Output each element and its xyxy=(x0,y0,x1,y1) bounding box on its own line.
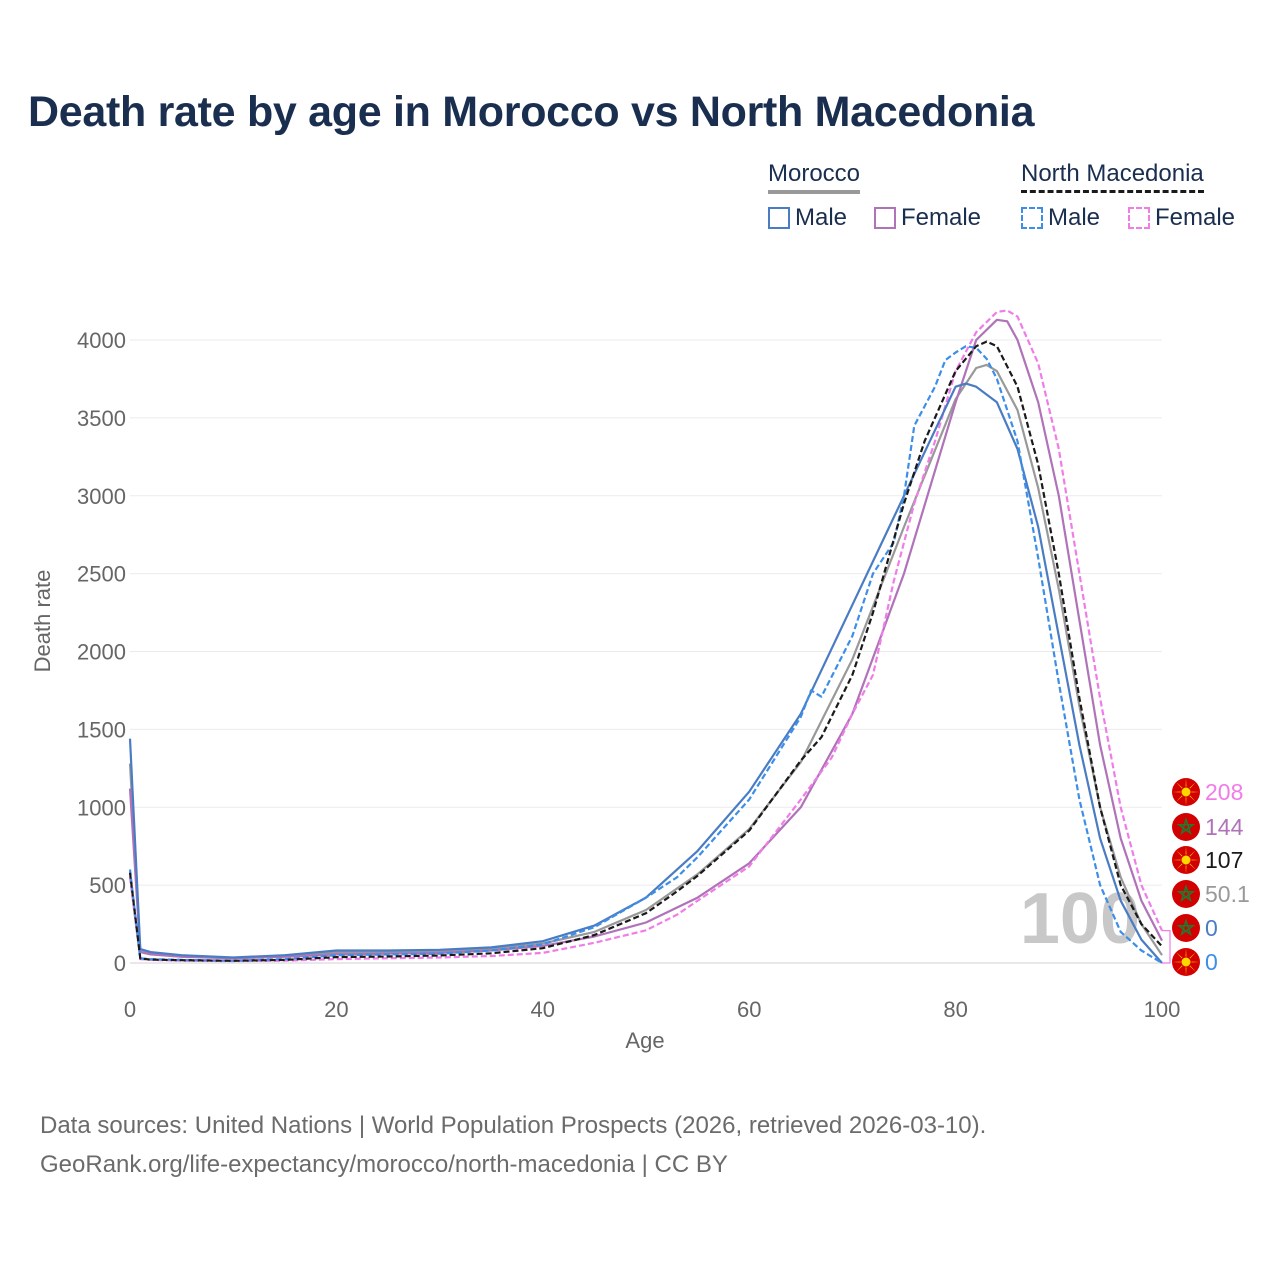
y-tick-label: 3000 xyxy=(77,484,126,509)
legend-item-nmk-female[interactable]: Female xyxy=(1128,204,1235,232)
end-label-morocco-male: 0 xyxy=(1205,915,1218,941)
footer: Data sources: United Nations | World Pop… xyxy=(40,1106,986,1184)
y-axis-label: Death rate xyxy=(30,570,55,673)
series-line-morocco-male xyxy=(128,382,1163,964)
series-line-nmk-male xyxy=(128,345,1163,964)
end-label-nmk-total: 107 xyxy=(1205,847,1243,873)
legend-morocco-rule xyxy=(768,190,861,194)
source-line: Data sources: United Nations | World Pop… xyxy=(40,1112,987,1139)
legend-group-morocco: Morocco xyxy=(768,160,861,194)
legend-item-label: Female xyxy=(1155,204,1236,231)
y-tick-label: 0 xyxy=(114,951,126,976)
north-macedonia-flag-icon xyxy=(1172,778,1200,806)
legend-swatch-morocco-male xyxy=(768,207,790,229)
y-tick-label: 2000 xyxy=(77,640,126,665)
x-tick-label: 0 xyxy=(124,997,136,1022)
legend-item-label: Male xyxy=(1048,204,1101,231)
end-label-morocco-female: 144 xyxy=(1205,814,1244,840)
end-labels: 208 144 107 50.1 0 0 xyxy=(1162,778,1250,976)
y-axis-ticks: 0 500 1000 1500 2000 2500 3000 3500 4000 xyxy=(77,328,126,976)
y-tick-label: 2500 xyxy=(77,562,126,587)
y-tick-label: 3500 xyxy=(77,406,126,431)
end-label-nmk-female: 208 xyxy=(1205,779,1243,805)
series-line-morocco-total xyxy=(128,363,1163,959)
year-watermark: 100 xyxy=(1020,879,1140,959)
north-macedonia-flag-icon xyxy=(1172,948,1200,976)
legend-morocco-label: Morocco xyxy=(768,160,861,187)
y-tick-label: 1000 xyxy=(77,795,126,820)
legend-item-label: Female xyxy=(901,204,982,231)
morocco-flag-icon xyxy=(1172,914,1200,942)
legend-swatch-nmk-female xyxy=(1128,207,1150,229)
x-tick-label: 40 xyxy=(531,997,555,1022)
legend-item-morocco-male[interactable]: Male xyxy=(768,204,847,232)
x-axis-label: Age xyxy=(625,1028,664,1053)
legend-swatch-nmk-male xyxy=(1021,207,1043,229)
legend-group-north-macedonia: North Macedonia xyxy=(1021,160,1204,193)
y-tick-label: 4000 xyxy=(77,328,126,353)
url-line[interactable]: GeoRank.org/life-expectancy/morocco/nort… xyxy=(40,1151,728,1178)
y-tick-label: 500 xyxy=(89,873,126,898)
morocco-flag-icon xyxy=(1172,880,1200,908)
grid xyxy=(130,339,1162,964)
x-axis-ticks: 0 20 40 60 80 100 xyxy=(124,997,1180,1022)
series-line-nmk-female xyxy=(128,309,1164,963)
x-tick-label: 20 xyxy=(324,997,348,1022)
legend-item-nmk-male[interactable]: Male xyxy=(1021,204,1100,232)
legend-item-morocco-female[interactable]: Female xyxy=(874,204,981,232)
end-label-nmk-male: 0 xyxy=(1205,949,1218,975)
chart-title: Death rate by age in Morocco vs North Ma… xyxy=(28,88,1035,136)
end-label-morocco-total: 50.1 xyxy=(1205,881,1250,907)
series-line-nmk-total xyxy=(128,340,1163,962)
legend-north-macedonia-label: North Macedonia xyxy=(1021,160,1204,187)
legend-swatch-morocco-female xyxy=(874,207,896,229)
series-lines xyxy=(128,309,1164,964)
series-line-morocco-female xyxy=(128,318,1163,960)
x-tick-label: 80 xyxy=(943,997,967,1022)
legend-north-macedonia-rule xyxy=(1021,190,1204,193)
x-tick-label: 60 xyxy=(737,997,761,1022)
legend-item-label: Male xyxy=(795,204,848,231)
legend: Morocco North Macedonia Male Female Male… xyxy=(768,160,1248,240)
y-tick-label: 1500 xyxy=(77,717,126,742)
north-macedonia-flag-icon xyxy=(1172,846,1200,874)
morocco-flag-icon xyxy=(1172,813,1200,841)
end-label-connector xyxy=(1162,930,1171,964)
x-tick-label: 100 xyxy=(1144,997,1181,1022)
